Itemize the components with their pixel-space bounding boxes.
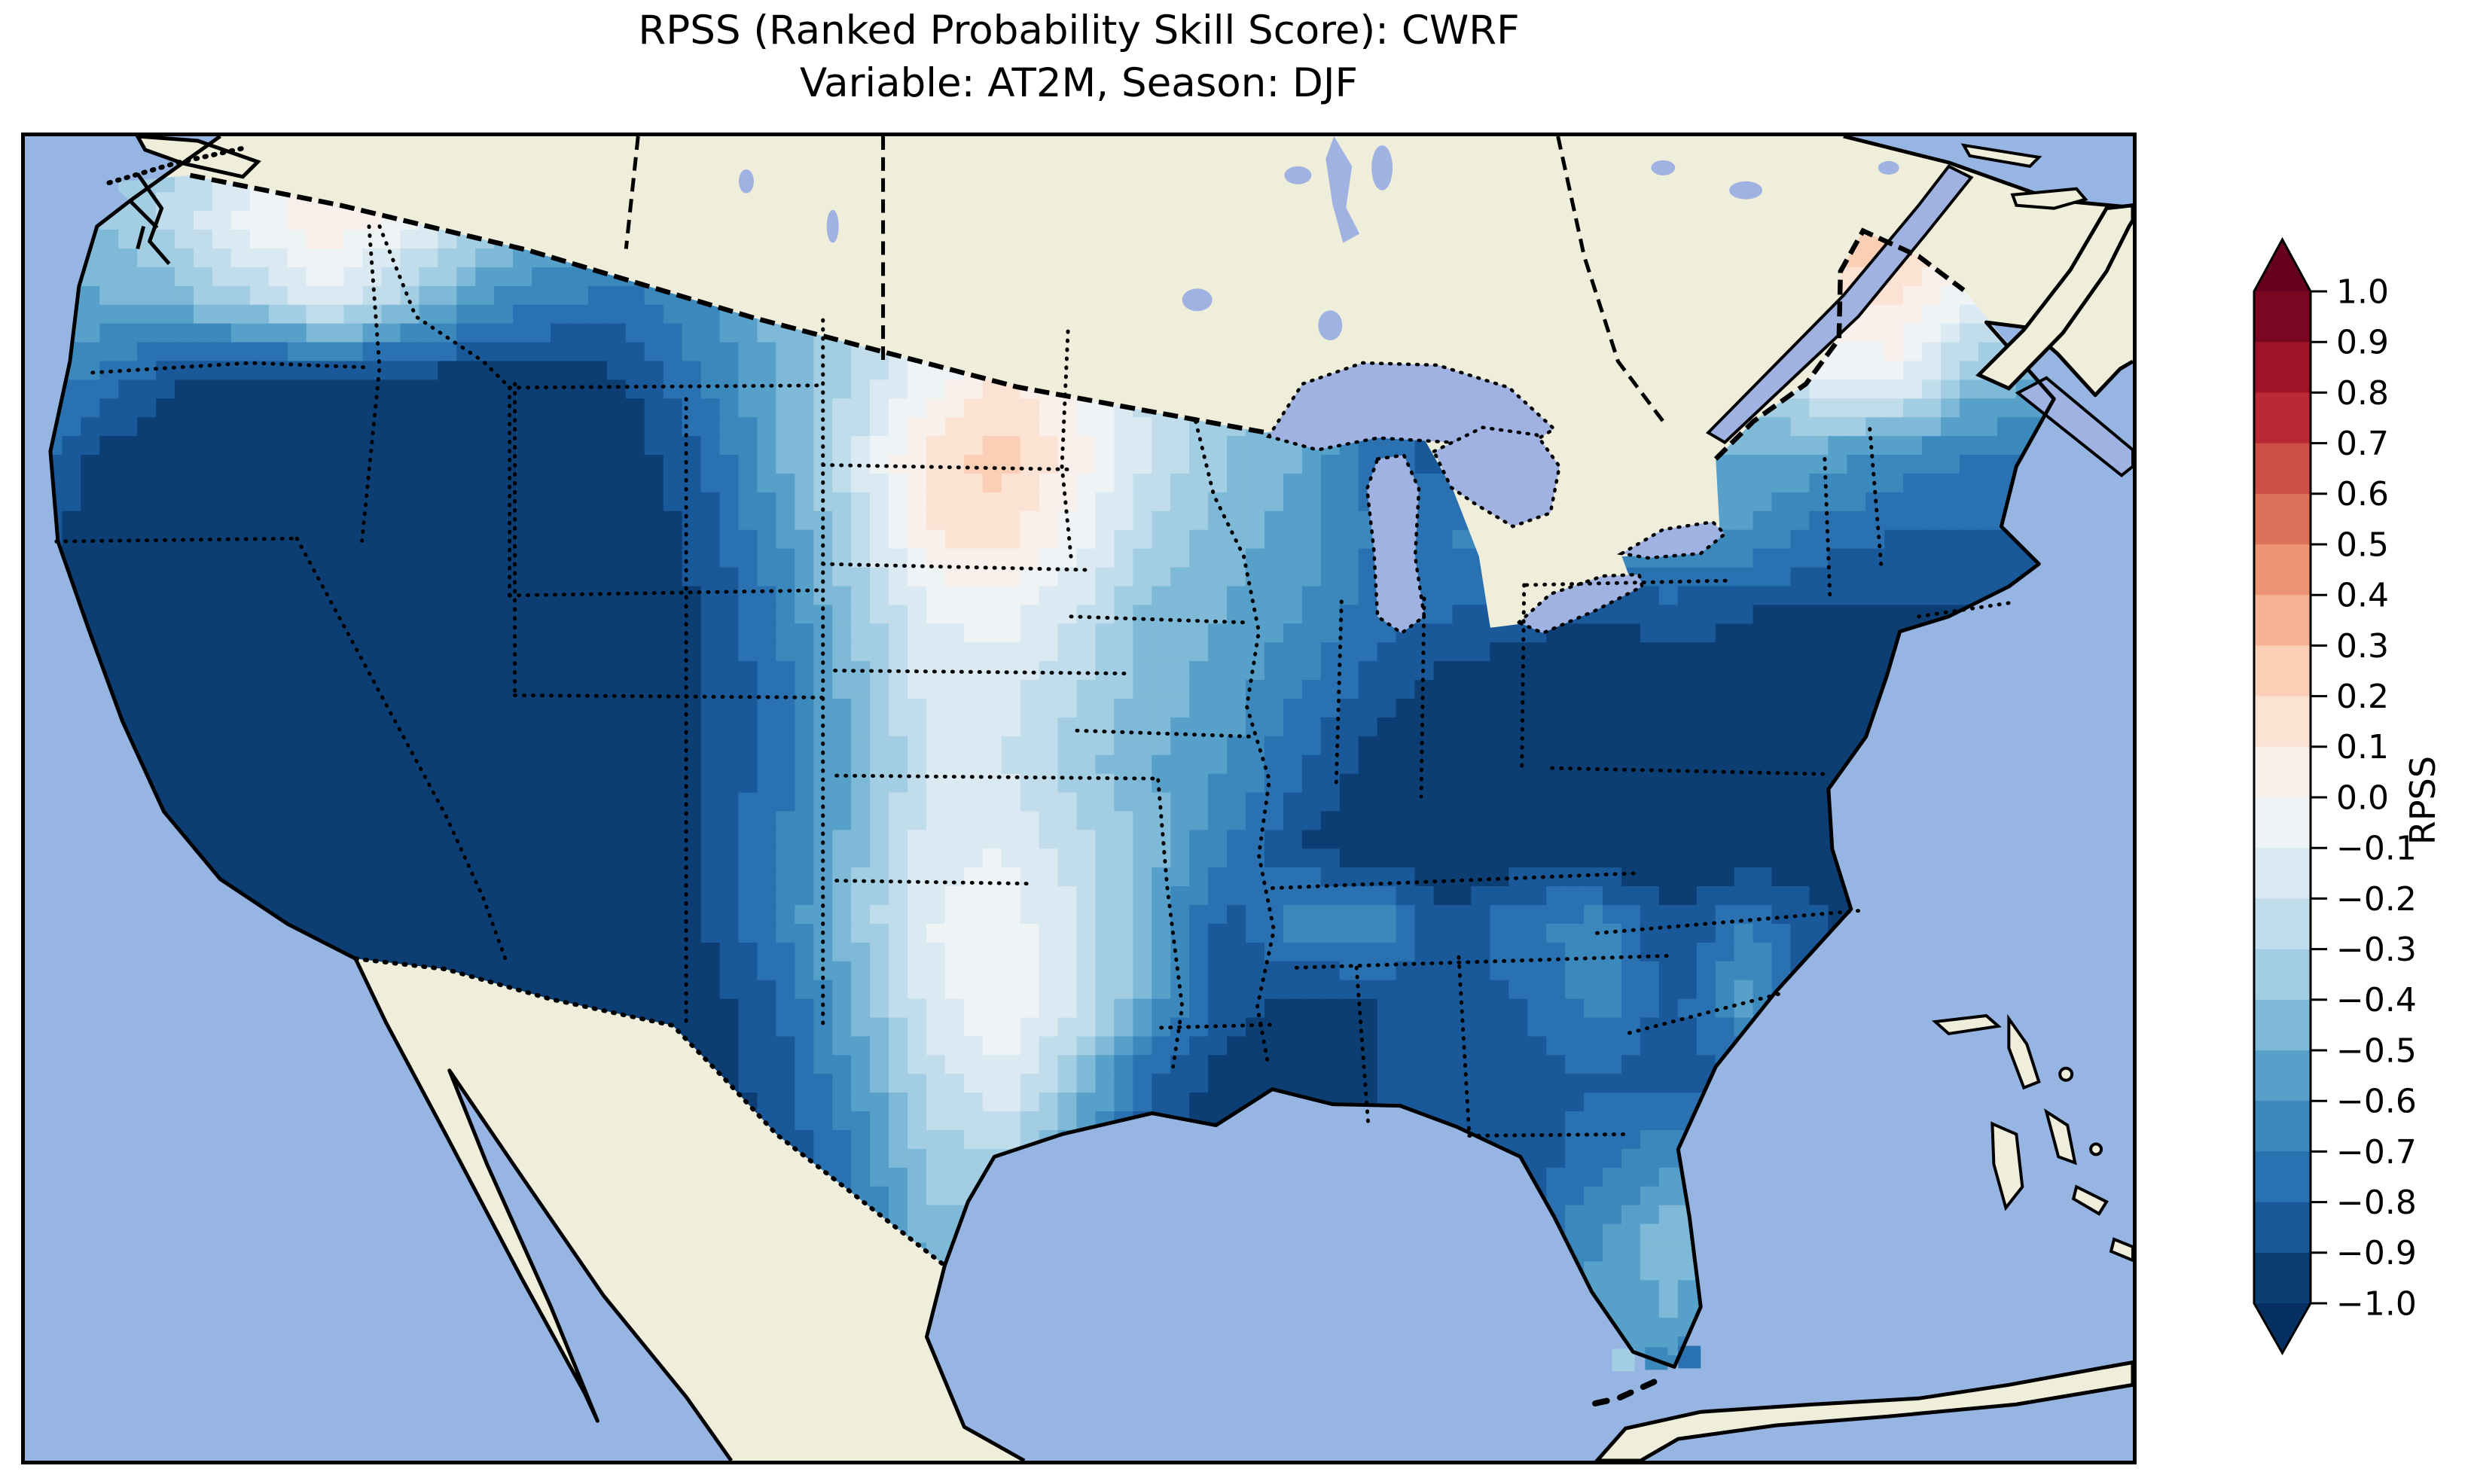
us-mexico-border — [353, 956, 947, 1268]
colorbar-tick-label: −1.0 — [2336, 1284, 2417, 1323]
colorbar-over-arrow — [2254, 239, 2311, 291]
lake-ontario — [1616, 520, 1728, 560]
cuba — [1594, 1360, 2133, 1461]
colorbar-tick-label: −0.4 — [2336, 981, 2417, 1019]
colorbar-tick-label: −0.6 — [2336, 1083, 2417, 1121]
bay-of-fundy — [2015, 376, 2133, 478]
coastline — [48, 136, 2133, 1461]
anticosti-island — [1960, 143, 2042, 169]
canadian-province-borders — [624, 136, 1665, 423]
prince-edward-island — [2010, 187, 2088, 210]
canadian-lakes — [738, 136, 1899, 341]
colorbar-ticks: 1.0 0.9 0.8 0.7 0.6 0.5 0.4 0.3 0.2 0.1 0.0 −0.1 −0.… — [2311, 273, 2417, 1323]
figure-title-block: RPSS (Ranked Probability Skill Score): C… — [23, 5, 2135, 111]
colorbar-tick-label: 0.1 — [2336, 728, 2389, 766]
lake-huron — [1432, 425, 1562, 529]
colorbar-under-arrow — [2254, 1303, 2311, 1353]
colorbar-tick-label: 0.2 — [2336, 678, 2389, 716]
map-panel — [21, 133, 2137, 1464]
colorbar-tick-label: −0.2 — [2336, 880, 2417, 919]
colorbar-canvas: 1.0 0.9 0.8 0.7 0.6 0.5 0.4 0.3 0.2 0.1 0.0 −0.1 −0.… — [2253, 236, 2443, 1356]
colorbar-tick-label: 1.0 — [2336, 273, 2389, 311]
colorbar-tick-label: 0.3 — [2336, 627, 2389, 666]
colorbar-tick-label: 0.9 — [2336, 324, 2389, 362]
great-lakes — [1265, 361, 1728, 635]
colorbar-tick-label: −0.5 — [2336, 1031, 2417, 1070]
map-canvas — [25, 136, 2133, 1461]
state-borders — [54, 224, 2011, 1138]
lake-michigan — [1365, 453, 1426, 635]
colorbar: 1.0 0.9 0.8 0.7 0.6 0.5 0.4 0.3 0.2 0.1 0.0 −0.1 −0.… — [2229, 218, 2470, 1370]
colorbar-tick-label: 0.8 — [2336, 374, 2389, 413]
colorbar-tick-label: 0.4 — [2336, 577, 2389, 615]
colorbar-axis-label: RPSS — [2402, 756, 2443, 845]
colorbar-tick-label: −0.7 — [2336, 1133, 2417, 1172]
page-title: RPSS (Ranked Probability Skill Score): C… — [638, 8, 1520, 53]
bahamas-islands — [1931, 1013, 2133, 1263]
us-canada-border — [106, 145, 1966, 461]
nova-scotia — [1960, 143, 2133, 391]
stray-data-cell — [1612, 1348, 1635, 1372]
colorbar-gradient — [2254, 239, 2311, 1353]
page-subtitle: Variable: AT2M, Season: DJF — [800, 60, 1358, 107]
colorbar-tick-label: 0.0 — [2336, 779, 2389, 817]
lake-erie — [1515, 572, 1645, 635]
colorbar-tick-label: 0.6 — [2336, 475, 2389, 513]
florida-keys — [1581, 1379, 1658, 1409]
colorbar-tick-label: 0.7 — [2336, 425, 2389, 463]
puget-sound-detail — [128, 172, 171, 266]
colorbar-tick-label: −0.3 — [2336, 931, 2417, 969]
colorbar-tick-label: −0.9 — [2336, 1234, 2417, 1272]
colorbar-tick-label: 0.5 — [2336, 526, 2389, 564]
colorbar-tick-label: −0.1 — [2336, 830, 2417, 868]
colorbar-tick-label: −0.8 — [2336, 1184, 2417, 1222]
